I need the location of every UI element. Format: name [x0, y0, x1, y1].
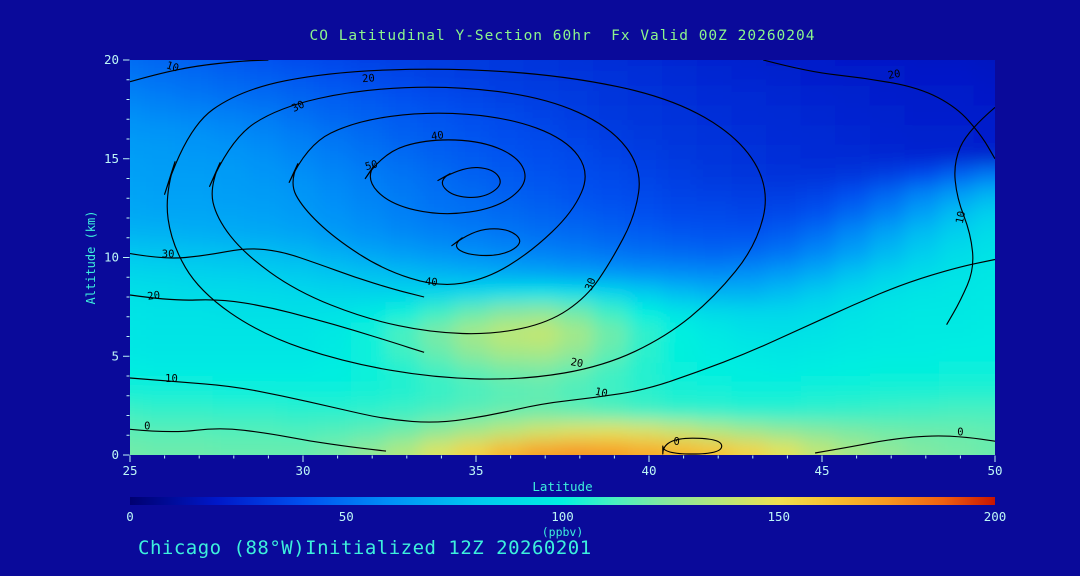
contour-label: 30: [583, 276, 599, 292]
contour-label: 10: [954, 210, 968, 225]
contour-lines: [130, 60, 995, 455]
contour-line-30: [130, 248, 425, 298]
contour-line-20: [164, 68, 766, 380]
y-tick-label: 5: [111, 348, 119, 363]
contour-label: 20: [887, 68, 902, 82]
contour-label: 40: [424, 276, 438, 289]
y-tick-label: 10: [104, 250, 119, 265]
footer-label: Chicago (88°W)Initialized 12Z 20260201: [138, 537, 592, 559]
contour-label: 0: [144, 420, 150, 432]
colorbar: 0 50 100 150 200 (ppbv): [126, 497, 1006, 539]
heatmap-fill: [130, 60, 995, 455]
colorbar-tick-label: 200: [984, 509, 1007, 524]
contour-line-50: [364, 139, 526, 215]
contour-line-20: [130, 294, 425, 353]
contour-line-0: [815, 435, 995, 454]
contour-line-50: [437, 167, 501, 198]
contour-label: 40: [430, 129, 444, 143]
x-tick-label: 25: [122, 463, 137, 478]
contour-label: 20: [362, 72, 376, 85]
contour-label: 0: [674, 436, 680, 448]
y-axis-label: Altitude (km): [84, 211, 98, 305]
contour-label: 10: [165, 373, 178, 385]
colorbar-tick-label: 0: [126, 509, 134, 524]
y-tick-label: 20: [104, 52, 119, 67]
contour-label: 10: [165, 59, 181, 74]
contour-label: 20: [570, 356, 585, 370]
contour-line-10: [946, 106, 995, 325]
contour-label: 30: [162, 249, 175, 261]
x-axis-label: Latitude: [532, 479, 592, 494]
contour-label: 0: [957, 426, 963, 438]
contour-line-0: [662, 437, 723, 455]
axes: 25 30 35 40 45 50 0 5 10 15 20 Latitude Altitude (km…: [84, 52, 1003, 494]
x-tick-label: 30: [295, 463, 310, 478]
contour-labels: 50 40 40 30 30 20 20 30 20 10 10 0 0 0 10 20 10: [144, 59, 968, 448]
colorbar-tick-label: 150: [767, 509, 790, 524]
contour-label: 20: [147, 289, 161, 303]
x-tick-label: 35: [468, 463, 483, 478]
contour-line-40: [451, 228, 521, 257]
x-tick-label: 50: [987, 463, 1002, 478]
colorbar-unit-label: (ppbv): [542, 525, 584, 539]
y-tick-label: 0: [111, 447, 119, 462]
contour-label: 50: [364, 158, 379, 173]
contour-line-20: [763, 60, 995, 160]
contour-line-40: [288, 112, 586, 285]
contour-line-10: [130, 258, 995, 423]
contour-line-30: [209, 86, 640, 335]
colorbar-tick-label: 100: [551, 509, 574, 524]
chart-title: CO Latitudinal Y-Section 60hr Fx Valid 0…: [309, 28, 816, 44]
x-tick-label: 40: [641, 463, 656, 478]
y-tick-label: 15: [104, 151, 119, 166]
contour-label: 10: [594, 386, 609, 400]
colorbar-gradient: [130, 497, 995, 505]
colorbar-tick-label: 50: [339, 509, 354, 524]
contour-line-10: [130, 60, 269, 83]
contour-label: 30: [290, 99, 307, 115]
contour-line-0: [130, 428, 387, 452]
x-tick-label: 45: [814, 463, 829, 478]
